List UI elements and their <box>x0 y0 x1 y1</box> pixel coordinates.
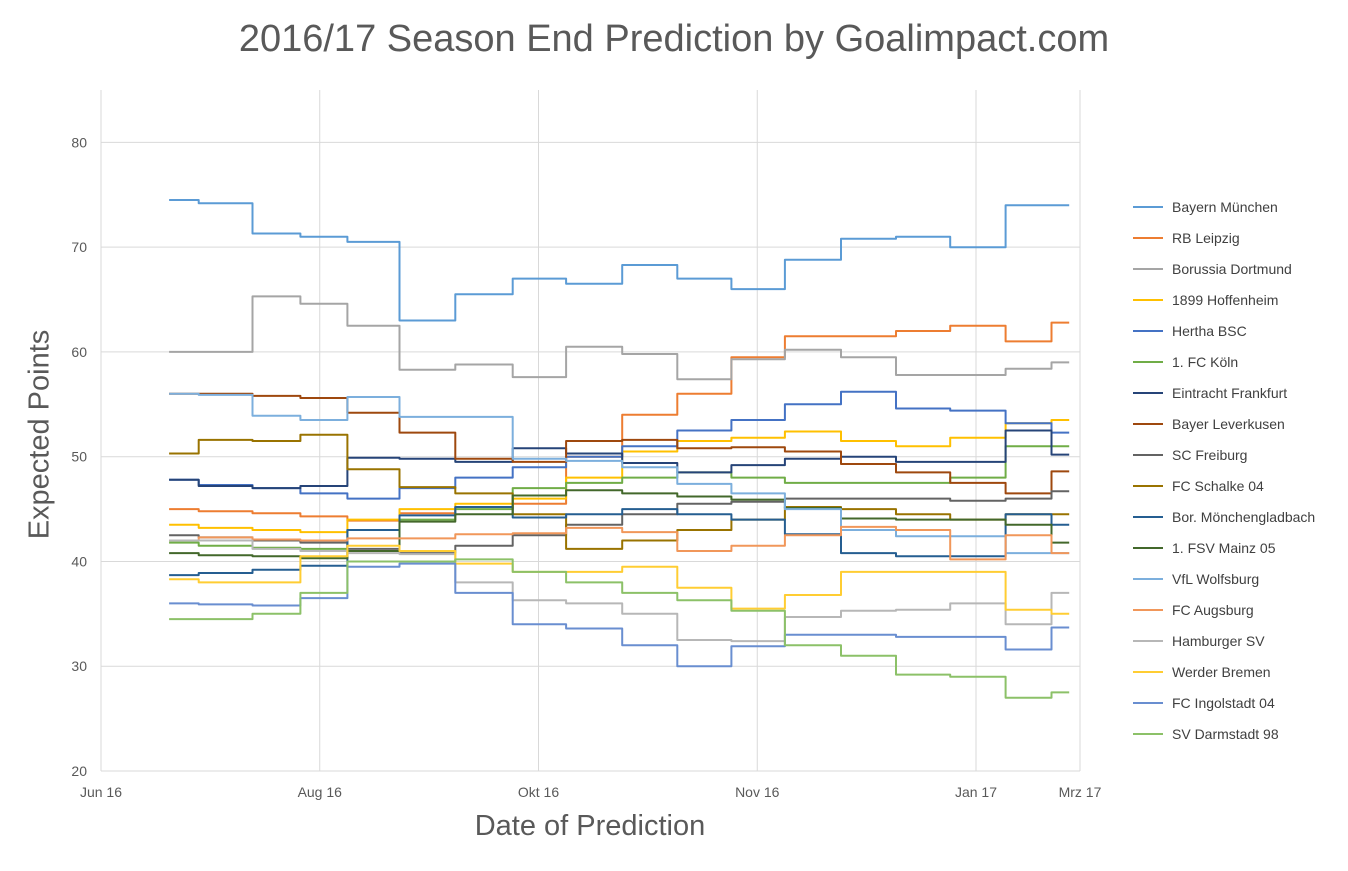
series-line <box>169 199 1070 322</box>
series-line <box>169 392 1070 555</box>
y-tick-label: 60 <box>71 344 87 360</box>
y-tick-label: 70 <box>71 239 87 255</box>
legend-label: Bayern München <box>1172 199 1278 215</box>
legend-label: SC Freiburg <box>1172 447 1247 463</box>
legend-label: FC Augsburg <box>1172 602 1254 618</box>
legend-label: Eintracht Frankfurt <box>1172 385 1287 401</box>
y-tick-label: 50 <box>71 449 87 465</box>
legend-label: 1. FC Köln <box>1172 354 1238 370</box>
y-tick-label: 80 <box>71 134 87 150</box>
x-tick-label: Okt 16 <box>518 784 559 800</box>
legend-label: Bayer Leverkusen <box>1172 416 1285 432</box>
legend-label: 1899 Hoffenheim <box>1172 292 1278 308</box>
x-tick-label: Jan 17 <box>955 784 997 800</box>
x-tick-label: Mrz 17 <box>1059 784 1102 800</box>
series-line <box>169 390 1070 500</box>
series-line <box>169 525 1070 561</box>
y-tick-label: 30 <box>71 658 87 674</box>
series-line <box>169 433 1070 550</box>
series-line <box>169 392 1070 495</box>
legend-label: Werder Bremen <box>1172 664 1271 680</box>
series-line <box>169 295 1070 381</box>
series-line <box>169 544 1070 615</box>
x-tick-label: Aug 16 <box>298 784 343 800</box>
legend-label: VfL Wolfsburg <box>1172 571 1259 587</box>
series-line <box>169 539 1070 643</box>
chart-title: 2016/17 Season End Prediction by Goalimp… <box>238 18 1110 60</box>
series-line <box>169 506 1070 577</box>
legend-label: Borussia Dortmund <box>1172 261 1292 277</box>
series-line <box>169 489 1070 560</box>
y-tick-label: 20 <box>71 763 87 779</box>
x-tick-label: Nov 16 <box>735 784 780 800</box>
legend-label: SV Darmstadt 98 <box>1172 726 1279 742</box>
y-tick-label: 40 <box>71 553 87 569</box>
x-tick-label: Jun 16 <box>80 784 122 800</box>
series-line <box>169 562 1070 668</box>
legend-label: 1. FSV Mainz 05 <box>1172 540 1276 556</box>
series-line <box>169 429 1070 490</box>
series-line <box>169 490 1070 555</box>
legend-label: FC Ingolstadt 04 <box>1172 695 1275 711</box>
legend-label: Hamburger SV <box>1172 633 1265 649</box>
x-axis-title: Date of Prediction <box>474 810 706 842</box>
legend-label: FC Schalke 04 <box>1172 478 1264 494</box>
legend-label: RB Leipzig <box>1172 230 1240 246</box>
legend-label: Hertha BSC <box>1172 323 1247 339</box>
series-line <box>169 558 1070 699</box>
legend-label: Bor. Mönchengladbach <box>1172 509 1315 525</box>
y-axis-title: Expected Points <box>23 329 56 540</box>
